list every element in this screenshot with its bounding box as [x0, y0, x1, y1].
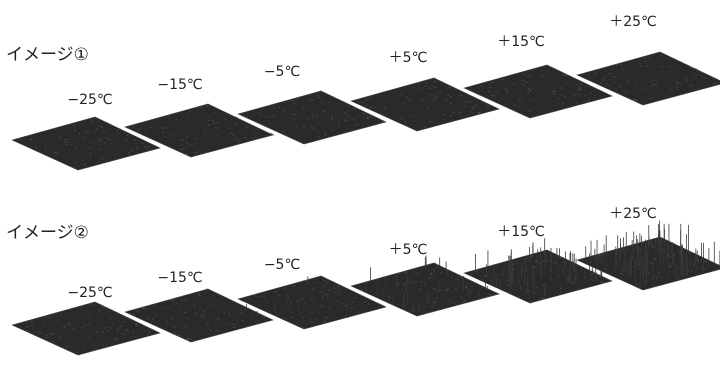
row-label: イメージ① — [6, 45, 89, 65]
temperature-label: −15℃ — [157, 77, 202, 93]
temperature-label: ＋25℃ — [609, 206, 657, 222]
temperature-label: ＋15℃ — [497, 224, 545, 240]
temperature-label: ＋15℃ — [497, 34, 545, 50]
temperature-label: ＋5℃ — [389, 242, 428, 258]
temperature-label: −5℃ — [264, 64, 300, 80]
figure: イメージ① −25℃ −15℃ −5℃ ＋5℃ ＋15℃ ＋25℃ イメージ② −25℃ −15℃… — [0, 0, 720, 369]
temperature-label: ＋25℃ — [609, 14, 657, 30]
temperature-label: −15℃ — [157, 270, 202, 286]
temperature-label: ＋5℃ — [389, 50, 428, 66]
temperature-label: −25℃ — [67, 92, 112, 108]
row-label: イメージ② — [6, 223, 89, 243]
temperature-label: −5℃ — [264, 257, 300, 273]
temperature-label: −25℃ — [67, 285, 112, 301]
